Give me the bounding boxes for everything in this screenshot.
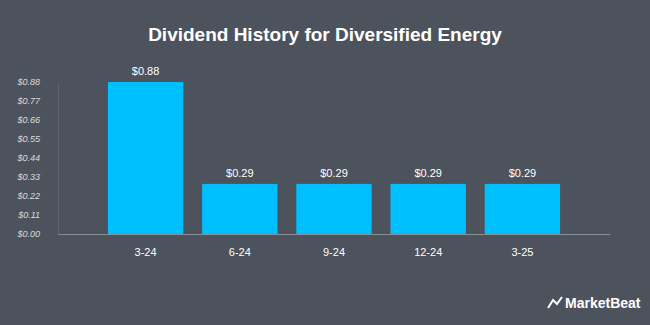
y-tick: $0.88 (16, 77, 58, 87)
y-tick: $0.11 (17, 210, 58, 220)
bar (108, 82, 183, 234)
x-tick: 6-24 (229, 234, 251, 258)
y-tick-label: $0.88 (16, 77, 40, 87)
x-tick-label: 3-24 (135, 246, 157, 258)
y-tick: $0.33 (16, 172, 58, 182)
y-tick-label: $0.77 (16, 96, 41, 106)
data-label: $0.29 (414, 167, 442, 179)
x-tick: 3-25 (511, 234, 533, 258)
data-label: $0.29 (320, 167, 348, 179)
logo-text: MarketBeat (565, 295, 641, 311)
data-label: $0.88 (132, 65, 160, 77)
y-tick-label: $0.33 (16, 172, 40, 182)
data-label: $0.29 (509, 167, 537, 179)
x-tick-label: 6-24 (229, 246, 251, 258)
chart: Dividend History for Diversified Energy $… (0, 0, 650, 325)
bar (485, 184, 560, 234)
x-tick-label: 12-24 (414, 246, 442, 258)
y-tick: $0.00 (16, 229, 58, 239)
y-tick: $0.55 (16, 134, 58, 144)
y-tick-label: $0.00 (16, 229, 40, 239)
bar (202, 184, 277, 234)
x-tick: 3-24 (135, 234, 157, 258)
y-axis-line (58, 83, 59, 235)
y-tick: $0.44 (16, 153, 58, 163)
y-tick-label: $0.44 (16, 153, 40, 163)
data-label: $0.29 (226, 167, 254, 179)
y-tick-label: $0.11 (17, 210, 40, 220)
y-tick-label: $0.66 (16, 115, 40, 125)
logo-icon (548, 297, 562, 308)
bars (108, 82, 560, 234)
y-tick-label: $0.55 (16, 134, 41, 144)
bar (296, 184, 371, 234)
x-axis: 3-24 6-24 9-24 12-24 3-25 (59, 234, 611, 258)
x-axis-line (59, 234, 611, 235)
y-tick: $0.77 (16, 96, 58, 106)
title: Dividend History for Diversified Energy (148, 24, 502, 45)
x-tick-label: 9-24 (323, 246, 345, 258)
x-tick: 9-24 (323, 234, 345, 258)
x-tick: 12-24 (414, 234, 442, 258)
y-tick: $0.22 (16, 191, 58, 201)
data-labels: $0.88 $0.29 $0.29 $0.29 $0.29 (132, 65, 536, 179)
logo: MarketBeat (548, 295, 641, 311)
x-tick-label: 3-25 (511, 246, 533, 258)
y-tick-label: $0.22 (16, 191, 40, 201)
y-tick: $0.66 (16, 115, 58, 125)
y-axis: $0.00 $0.11 $0.22 $0.33 $0.44 $0.55 $0.66 $0.77… (16, 77, 58, 239)
bar (391, 184, 466, 234)
background (0, 0, 650, 325)
